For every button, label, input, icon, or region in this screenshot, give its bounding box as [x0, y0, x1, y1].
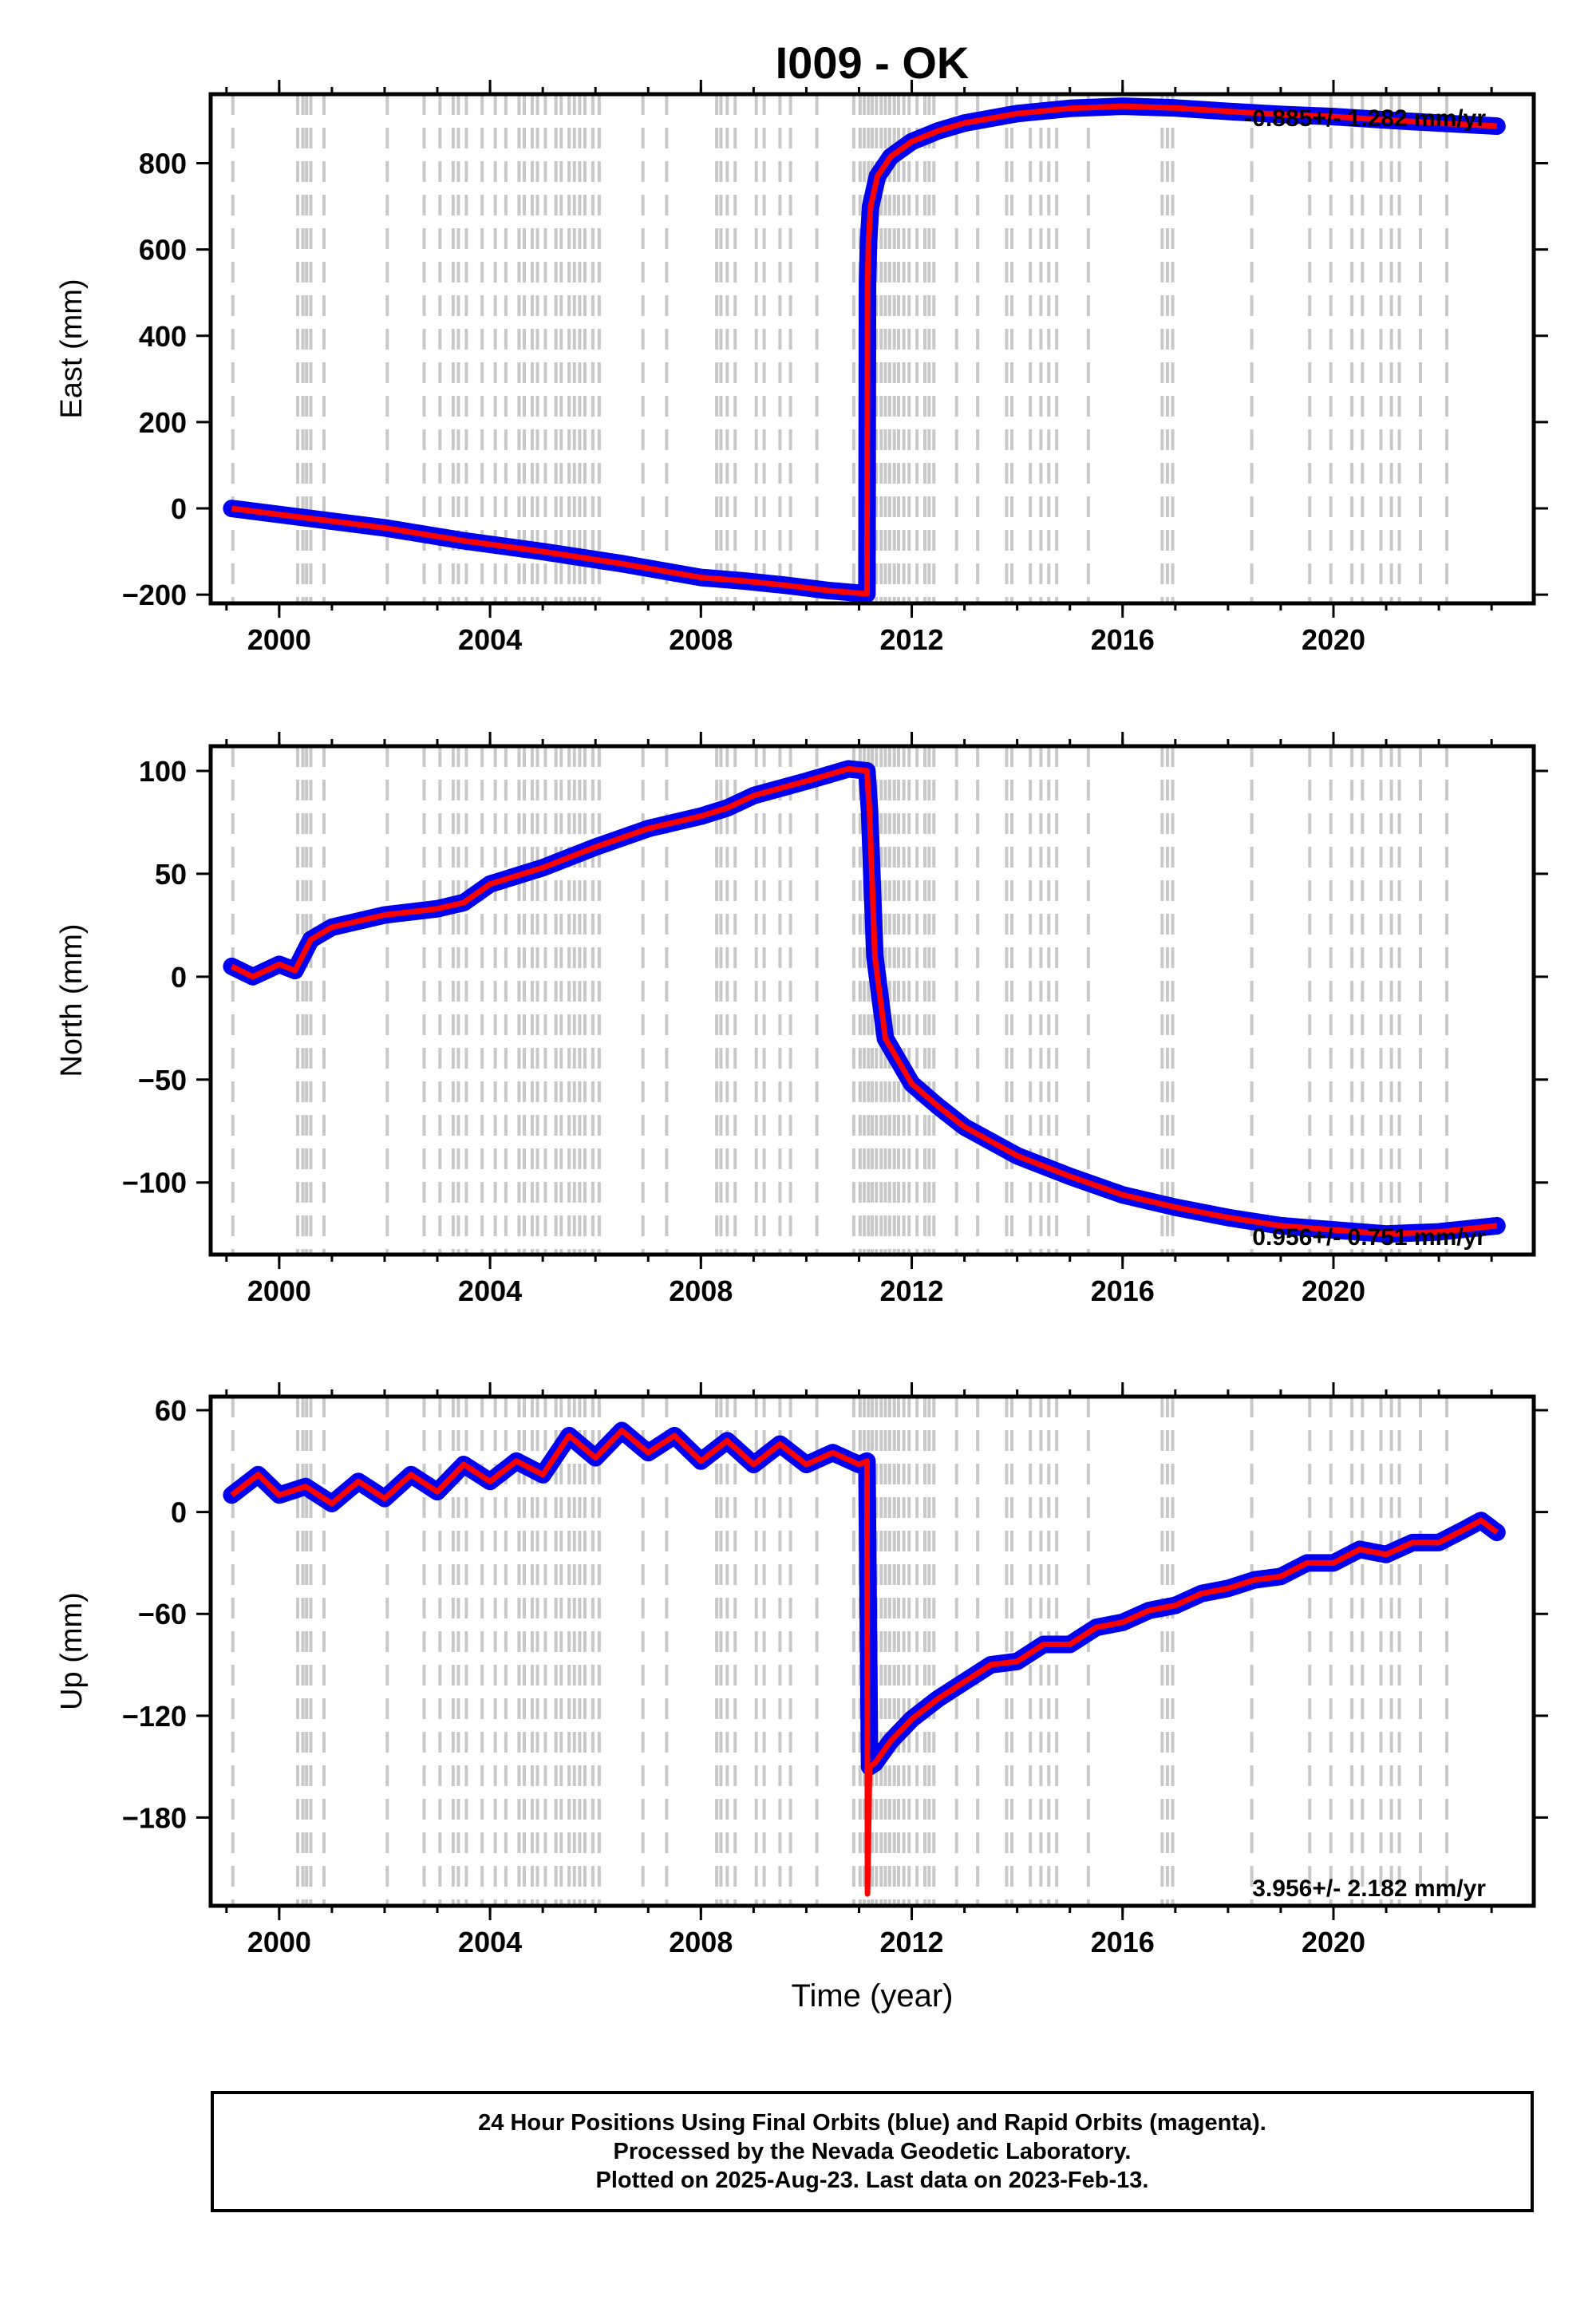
x-tick-label: 2020: [1302, 1926, 1365, 1958]
y-tick-label: 0: [171, 961, 187, 994]
y-tick-label: −180: [122, 1801, 187, 1834]
x-tick-label: 2004: [458, 1926, 522, 1958]
x-tick-label: 2016: [1091, 623, 1155, 656]
panel-1: 2000 2004 2008 2012 2016 2020 −200 0 200 400 600 80…: [55, 80, 1548, 656]
caption-box: 24 Hour Positions Using Final Orbits (bl…: [211, 2091, 1534, 2212]
y-tick-label: 0: [171, 1496, 187, 1529]
x-axis-label: Time (year): [792, 1978, 954, 2014]
model-line: [230, 765, 1498, 1237]
y-axis-label: Up (mm): [55, 1592, 89, 1710]
rate-label: 3.956+/- 2.182 mm/yr: [1252, 1875, 1486, 1902]
x-tick-label: 2012: [879, 1926, 943, 1958]
rate-label: 0.956+/- 0.751 mm/yr: [1252, 1224, 1486, 1251]
y-axis-label: North (mm): [55, 923, 89, 1077]
x-tick-label: 2020: [1302, 623, 1365, 656]
x-tick-label: 2012: [879, 1275, 943, 1307]
chart-title: I009 - OK: [776, 38, 970, 88]
x-tick-label: 2020: [1302, 1275, 1365, 1307]
x-tick-label: 2000: [247, 1926, 311, 1958]
x-tick-label: 2012: [879, 623, 943, 656]
model-line: [230, 1428, 1499, 1897]
y-tick-label: 50: [155, 858, 187, 891]
x-tick-label: 2004: [458, 623, 522, 656]
plot-area: [223, 1397, 1506, 1906]
y-tick-label: −60: [138, 1598, 187, 1630]
rate-label: -0.885+/- 1.282 mm/yr: [1244, 105, 1486, 132]
x-tick-label: 2000: [247, 623, 311, 656]
x-tick-label: 2000: [247, 1275, 311, 1307]
x-tick-label: 2008: [669, 623, 733, 656]
plot-area: [223, 94, 1506, 603]
y-tick-label: 0: [171, 492, 187, 525]
y-axis-label: East (mm): [55, 279, 89, 418]
x-tick-label: 2016: [1091, 1926, 1155, 1958]
caption-line-1: 24 Hour Positions Using Final Orbits (bl…: [478, 2110, 1266, 2136]
panel-3: 2000 2004 2008 2012 2016 2020 −180 −120 −60 0 60 Up…: [55, 1382, 1548, 1958]
panel-frame: [208, 744, 1536, 1257]
x-tick-label: 2008: [669, 1275, 733, 1307]
x-tick-label: 2008: [669, 1926, 733, 1958]
plot-area: [223, 746, 1506, 1255]
panel-2: 2000 2004 2008 2012 2016 2020 −100 −50 0 50 100 Nor…: [55, 732, 1548, 1307]
caption-line-3: Plotted on 2025-Aug-23. Last data on 202…: [595, 2168, 1149, 2193]
y-tick-label: −100: [122, 1167, 187, 1199]
y-tick-label: −120: [122, 1700, 187, 1733]
panel-frame: [208, 1394, 1536, 1908]
y-tick-label: −50: [138, 1064, 187, 1097]
y-tick-label: 600: [139, 234, 187, 267]
x-tick-label: 2016: [1091, 1275, 1155, 1307]
model-line: [231, 103, 1497, 597]
y-tick-label: −200: [122, 579, 187, 611]
y-tick-label: 200: [139, 406, 187, 439]
panel-frame: [208, 92, 1536, 606]
y-tick-label: 100: [139, 755, 187, 788]
y-tick-label: 800: [139, 148, 187, 180]
y-tick-label: 400: [139, 320, 187, 353]
x-tick-label: 2004: [458, 1275, 522, 1307]
caption-line-2: Processed by the Nevada Geodetic Laborat…: [613, 2139, 1132, 2164]
y-tick-label: 60: [155, 1394, 187, 1427]
